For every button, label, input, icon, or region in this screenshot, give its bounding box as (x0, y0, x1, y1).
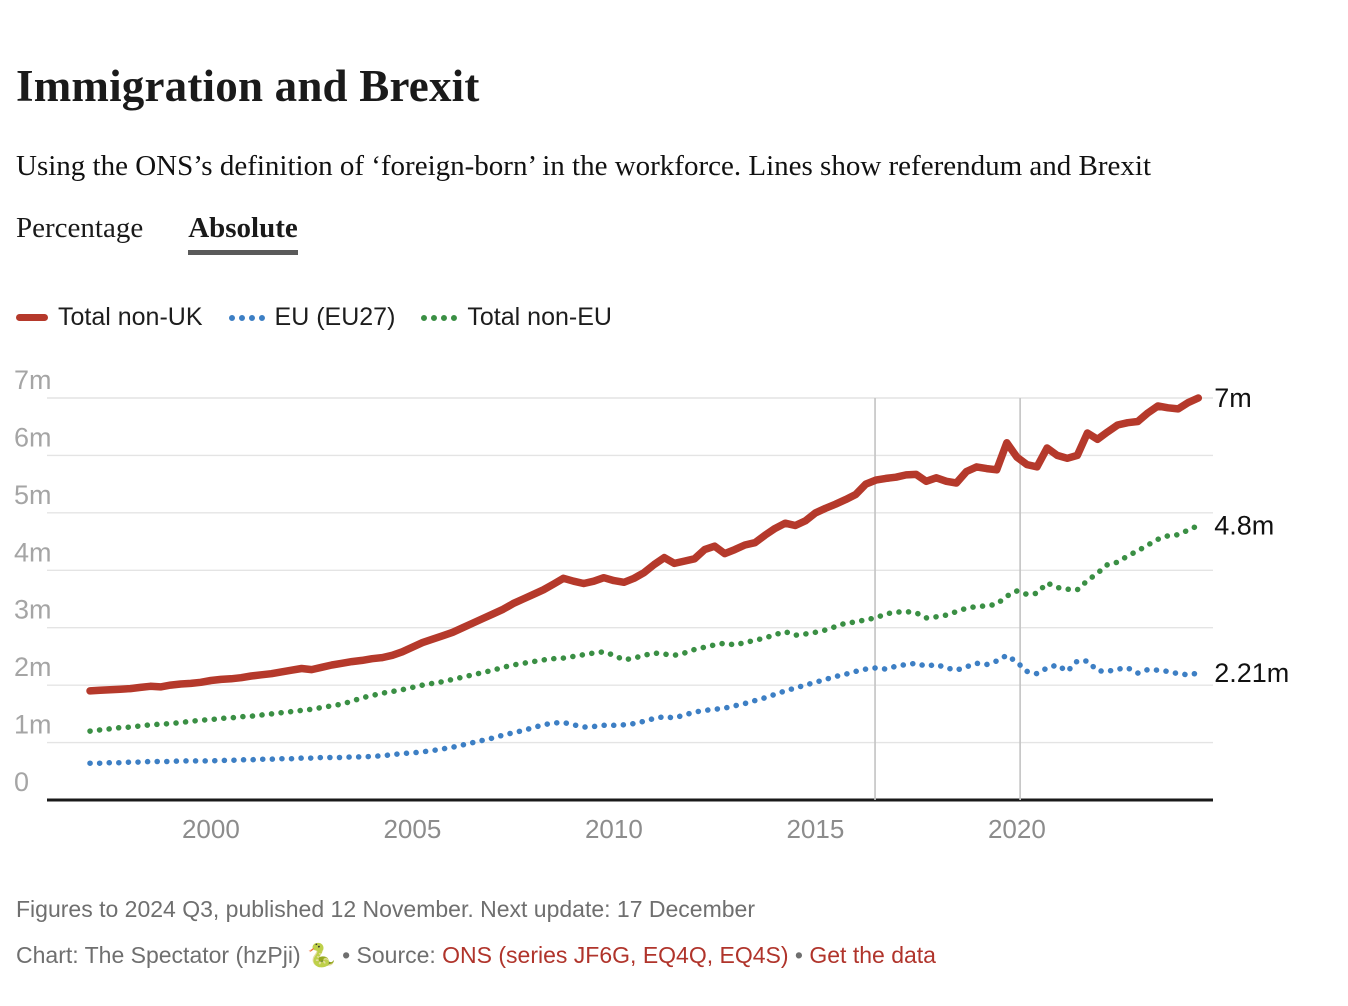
chart-subtitle: Using the ONS’s definition of ‘foreign-b… (16, 150, 1152, 182)
green-dotted-swatch-icon (421, 314, 458, 321)
tab-absolute[interactable]: Absolute (188, 212, 298, 255)
series-end-label: 7m (1214, 383, 1252, 413)
source-link[interactable]: ONS (series JF6G, EQ4Q, EQ4S) (442, 942, 789, 968)
legend-label: Total non-EU (467, 303, 612, 331)
source-label: Source: (356, 942, 436, 968)
y-tick-label: 0 (14, 767, 29, 797)
x-tick-label: 2020 (988, 814, 1046, 844)
blue-dotted-swatch-icon (228, 314, 265, 321)
red-line-swatch-icon (16, 314, 48, 321)
bullet-separator: • (342, 942, 351, 968)
legend-item-total-non-eu: Total non-EU (421, 303, 612, 332)
page-title: Immigration and Brexit (16, 61, 480, 112)
view-toggle: Percentage Absolute (16, 212, 298, 255)
y-tick-label: 4m (14, 537, 52, 567)
series-line-red (86, 394, 1203, 695)
bullet-separator: • (794, 942, 803, 968)
y-tick-label: 7m (14, 365, 52, 395)
legend-label: EU (EU27) (274, 303, 396, 331)
tab-percentage[interactable]: Percentage (16, 212, 144, 244)
series-end-label: 4.8m (1214, 510, 1274, 540)
series-line-blue (87, 652, 1202, 766)
snake-emoji-icon: 🐍 (307, 942, 336, 968)
series-end-label: 2.21m (1214, 658, 1289, 688)
y-tick-label: 5m (14, 480, 52, 510)
legend-item-eu: EU (EU27) (228, 303, 396, 332)
legend-label: Total non-UK (58, 303, 203, 331)
x-tick-label: 2015 (786, 814, 844, 844)
chart-notes: Figures to 2024 Q3, published 12 Novembe… (16, 896, 755, 922)
x-tick-label: 2010 (585, 814, 643, 844)
legend-item-total-non-uk: Total non-UK (16, 303, 203, 332)
chart-credit-line: Chart: The Spectator (hzPji) 🐍 • Source:… (16, 942, 936, 969)
credit-text: Chart: The Spectator (hzPji) (16, 942, 301, 968)
get-the-data-link[interactable]: Get the data (809, 942, 936, 968)
y-tick-label: 2m (14, 652, 52, 682)
y-tick-label: 1m (14, 710, 52, 740)
x-tick-label: 2000 (182, 814, 240, 844)
x-tick-label: 2005 (383, 814, 441, 844)
y-tick-label: 6m (14, 422, 52, 452)
chart-svg[interactable]: 0 1m 2m 3m 4m 5m 6m 7m 2000 2005 2010 2015 2020 4.8m 2… (0, 360, 1348, 860)
chart-legend: Total non-UK EU (EU27) Total non-EU (16, 303, 626, 332)
y-tick-label: 3m (14, 595, 52, 625)
